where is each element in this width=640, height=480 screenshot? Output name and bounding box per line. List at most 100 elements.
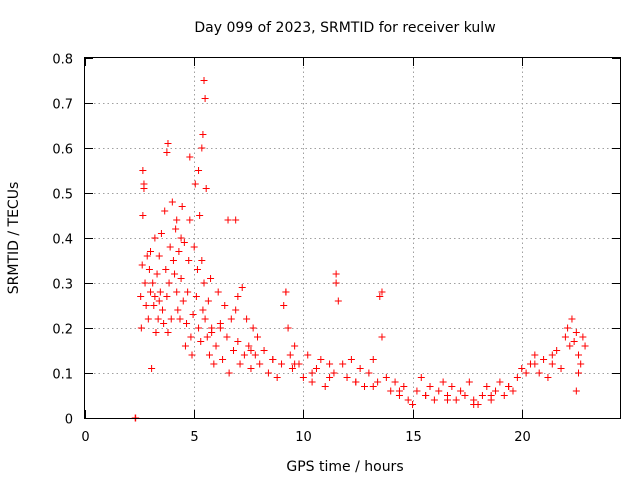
data-point: [378, 333, 386, 341]
data-point: [152, 329, 160, 336]
data-point: [570, 338, 578, 345]
data-point: [156, 288, 164, 296]
data-point: [291, 360, 299, 368]
data-point: [198, 257, 206, 264]
y-tick-label: 0.2: [52, 323, 73, 338]
data-point: [251, 351, 259, 359]
data-point: [169, 257, 177, 264]
data-point: [347, 356, 355, 363]
data-point: [188, 351, 196, 359]
data-point: [200, 77, 208, 84]
data-point: [568, 315, 576, 323]
data-point: [165, 279, 173, 287]
data-point: [189, 311, 197, 318]
data-point: [155, 297, 163, 305]
data-point: [166, 243, 174, 251]
data-point: [487, 392, 495, 399]
data-point: [187, 333, 195, 341]
data-point: [149, 279, 157, 287]
data-point: [288, 365, 296, 372]
data-point: [201, 95, 209, 102]
data-point: [308, 369, 316, 377]
data-point: [171, 270, 179, 278]
data-point: [548, 360, 556, 368]
data-point: [234, 338, 242, 345]
data-point: [247, 365, 255, 372]
data-point: [202, 185, 210, 192]
y-axis-title: SRMTID / TECUs: [6, 182, 22, 295]
data-point: [332, 270, 340, 278]
data-point: [553, 347, 561, 354]
data-point: [154, 315, 162, 323]
data-point: [157, 230, 165, 237]
data-point: [185, 257, 193, 264]
data-point: [245, 342, 253, 350]
data-point: [391, 378, 399, 386]
plot-frame: [84, 57, 621, 419]
data-point: [518, 365, 526, 372]
y-tick-label: 0.4: [52, 233, 73, 248]
data-point: [579, 333, 587, 341]
data-point: [143, 252, 151, 260]
data-point: [208, 329, 216, 336]
data-point: [531, 360, 539, 368]
data-point: [200, 279, 208, 287]
data-point: [561, 333, 569, 341]
data-point: [190, 243, 198, 251]
data-point: [334, 297, 342, 305]
data-point: [548, 351, 556, 359]
data-point: [159, 306, 167, 314]
y-tick-label: 0.1: [52, 368, 73, 383]
x-axis-title: GPS time / hours: [286, 459, 403, 475]
data-point: [140, 185, 148, 192]
chart-title: Day 099 of 2023, SRMTID for receiver kul…: [194, 20, 495, 36]
data-point: [544, 374, 552, 381]
data-point: [564, 324, 572, 332]
data-point: [452, 396, 460, 404]
data-point: [404, 396, 412, 404]
data-point: [387, 387, 395, 395]
data-point: [175, 248, 183, 255]
data-point: [557, 365, 565, 372]
data-point: [483, 383, 491, 390]
data-point: [180, 239, 188, 246]
data-point: [240, 351, 248, 359]
data-point: [422, 392, 430, 399]
data-point: [142, 302, 150, 309]
x-tick-label: 10: [295, 430, 312, 445]
data-point: [191, 180, 199, 188]
data-point: [361, 383, 369, 390]
data-point: [522, 369, 530, 377]
data-point: [168, 198, 176, 206]
data-point: [196, 212, 204, 219]
data-points: [131, 77, 589, 422]
data-point: [280, 302, 288, 309]
data-point: [575, 351, 583, 359]
data-point: [395, 387, 403, 395]
data-point: [216, 320, 224, 327]
data-point: [164, 140, 172, 147]
x-tick-label: 20: [514, 430, 531, 445]
data-point: [224, 216, 232, 224]
data-point: [369, 383, 377, 390]
data-point: [151, 293, 159, 300]
data-point: [205, 351, 213, 359]
data-point: [161, 207, 169, 215]
data-point: [286, 351, 294, 359]
data-point: [160, 320, 168, 327]
data-point: [430, 396, 438, 404]
data-point: [374, 378, 382, 386]
data-point: [141, 279, 149, 287]
data-point: [221, 302, 229, 309]
data-point: [461, 392, 469, 399]
data-point: [225, 369, 233, 377]
data-point: [204, 297, 212, 305]
data-point: [181, 342, 189, 350]
data-point: [151, 234, 159, 242]
data-point: [291, 342, 299, 350]
data-point: [369, 356, 377, 363]
data-point: [321, 383, 329, 390]
data-point: [155, 252, 163, 260]
data-point: [210, 360, 218, 368]
data-point: [193, 266, 201, 273]
